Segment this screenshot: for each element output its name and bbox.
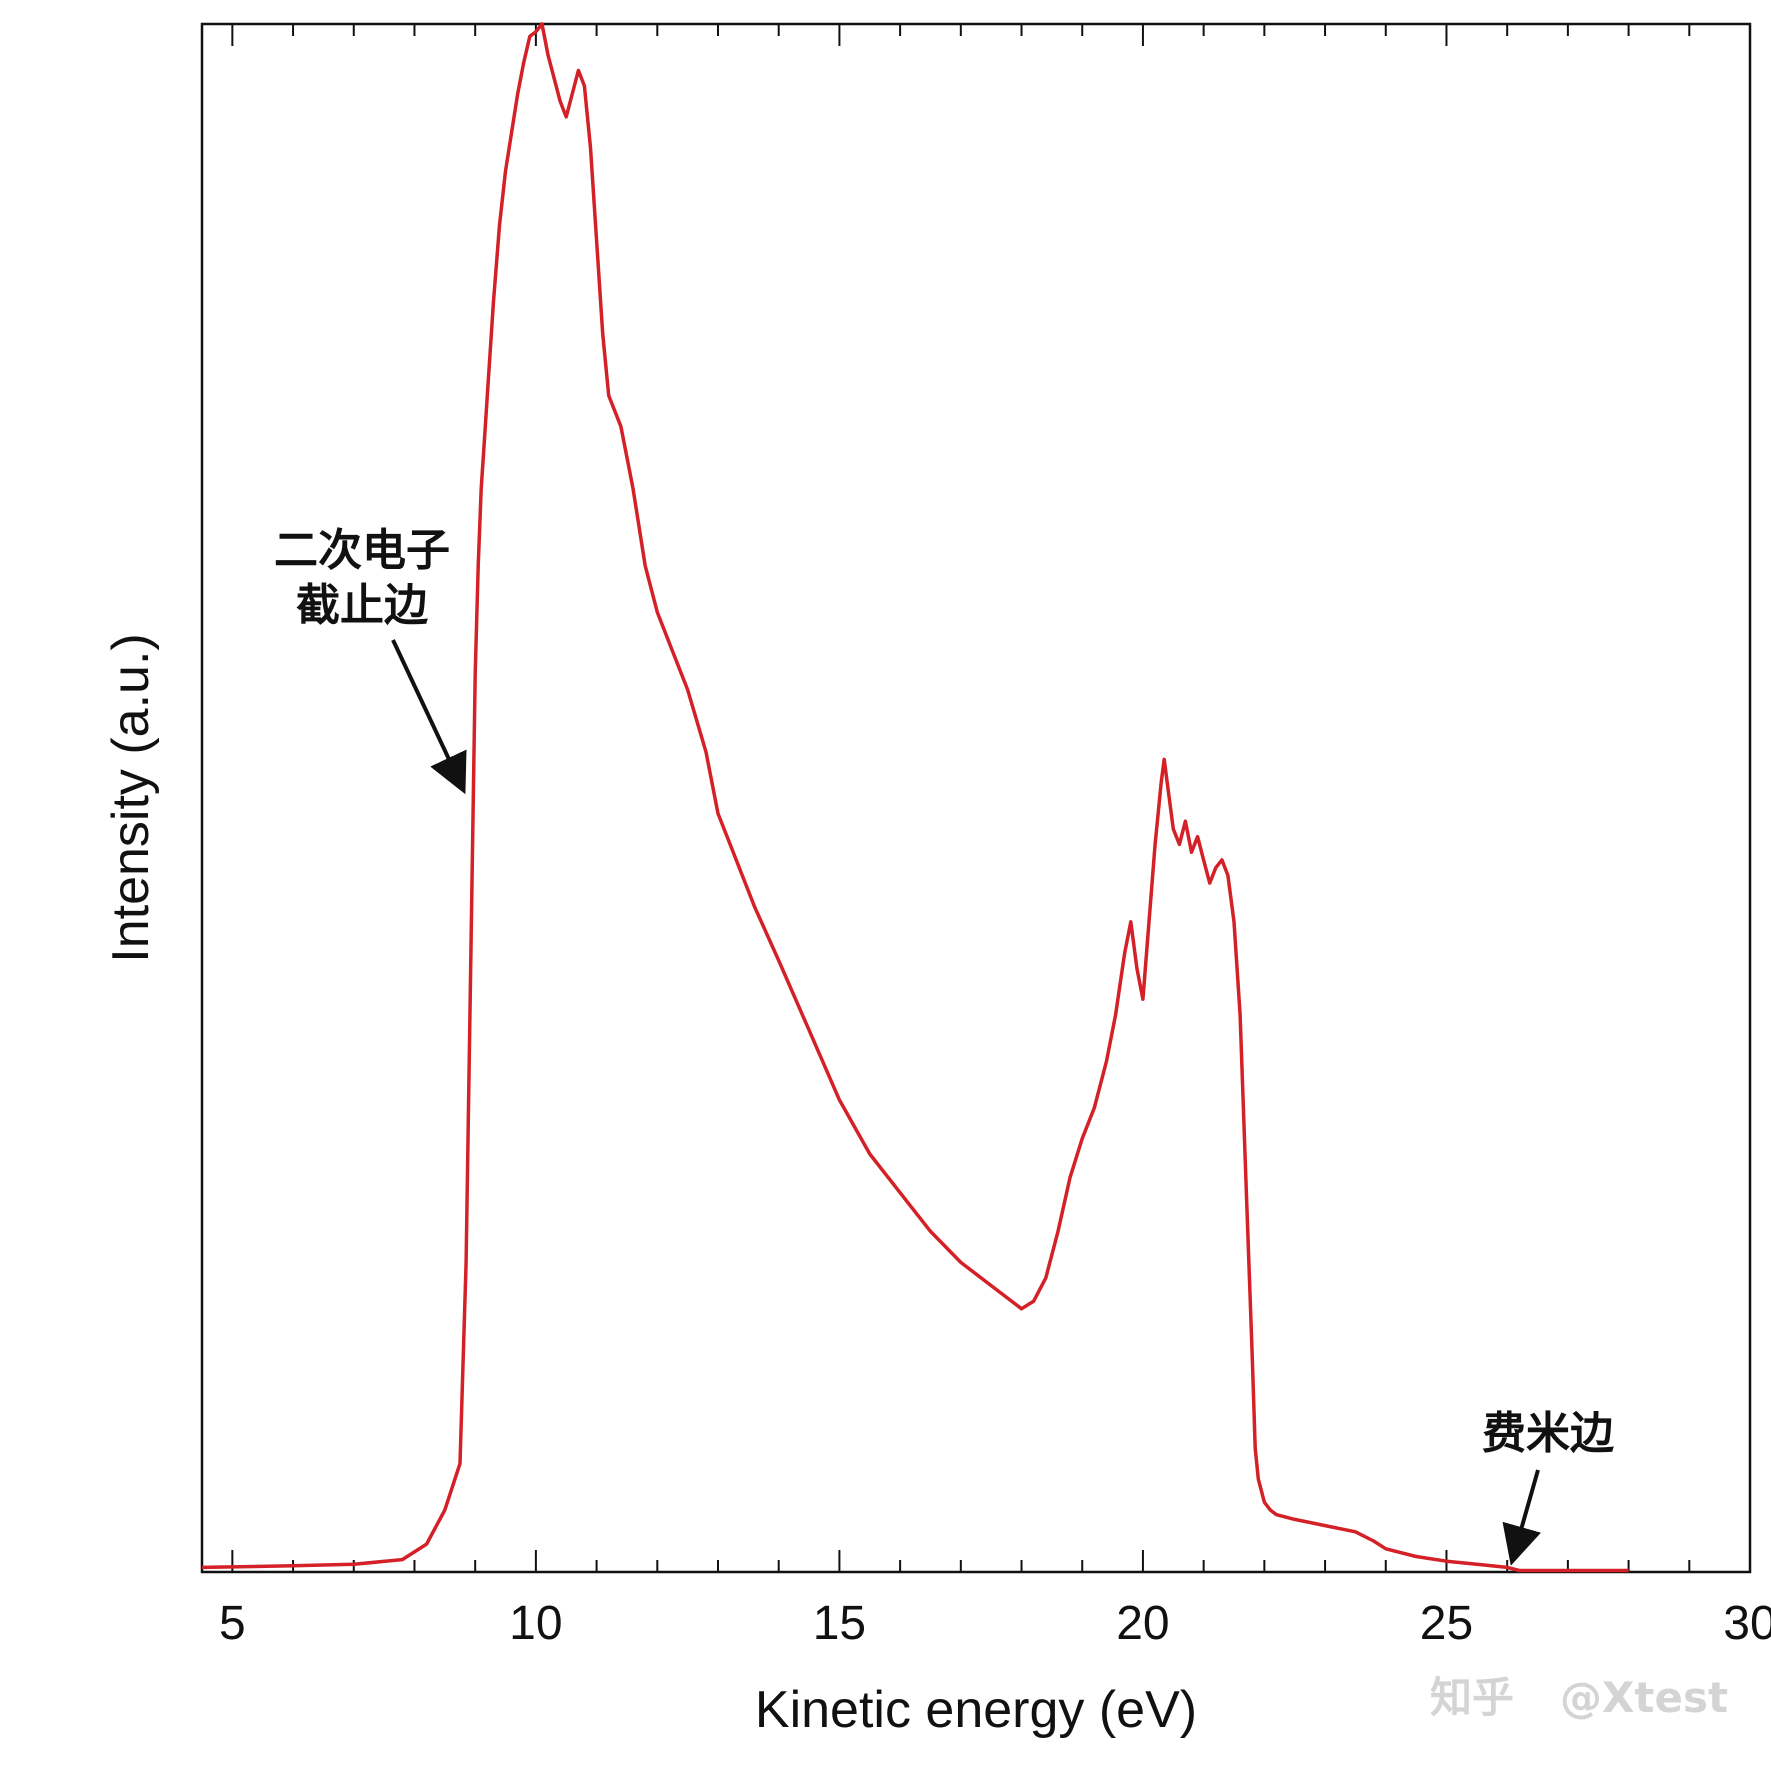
x-tick-labels: 5 10 15 20 25 30: [219, 1597, 1771, 1650]
y-axis-label: Intensity (a.u.): [102, 633, 160, 962]
x-tick-label-10: 10: [509, 1597, 562, 1650]
tick-marks: [231, 24, 1751, 1572]
watermark-brand: 知乎: [1430, 1673, 1514, 1722]
annotation-secondary-cutoff-arrow: [391, 639, 467, 795]
x-tick-label-5: 5: [219, 1597, 246, 1650]
plot-frame: [200, 22, 1752, 1574]
x-tick-label-20: 20: [1116, 1597, 1169, 1650]
annotation-fermi-edge: 费米边: [1482, 1408, 1614, 1459]
annotation-fermi-edge-arrow: [1502, 1469, 1541, 1566]
watermark-handle: @Xtest: [1560, 1673, 1728, 1722]
annotation-secondary-cutoff-line2: 截止边: [296, 580, 428, 631]
x-tick-label-15: 15: [813, 1597, 866, 1650]
series-line: [201, 22, 1629, 1573]
annotation-secondary-cutoff-line1: 二次电子: [274, 525, 450, 576]
x-tick-label-30: 30: [1723, 1597, 1771, 1650]
x-tick-label-25: 25: [1420, 1597, 1473, 1650]
x-axis-label: Kinetic energy (eV): [755, 1681, 1197, 1739]
